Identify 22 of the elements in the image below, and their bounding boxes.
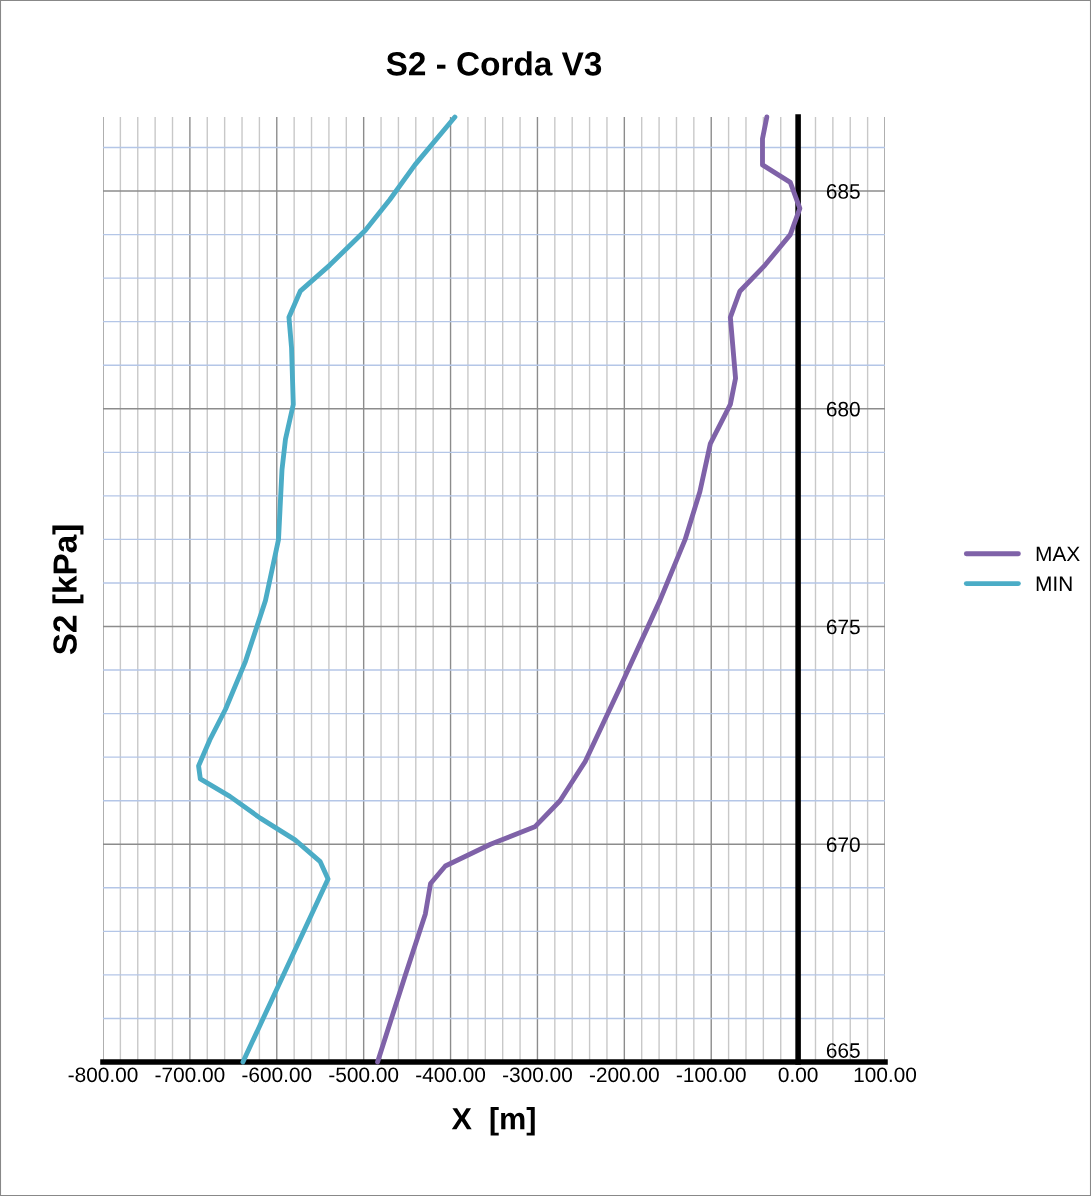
x-tick-label: -400.00 bbox=[416, 1067, 486, 1083]
line-series bbox=[196, 114, 458, 1065]
x-tick-label: -700.00 bbox=[155, 1067, 225, 1083]
x-tick-label: 100.00 bbox=[854, 1067, 917, 1083]
x-tick-label: 0.00 bbox=[778, 1067, 818, 1083]
x-tick-label: -200.00 bbox=[589, 1067, 659, 1083]
legend-label: MAX bbox=[1036, 546, 1080, 562]
x-tick-label: -800.00 bbox=[68, 1067, 138, 1083]
y-axis-title: S2 [kPa] bbox=[52, 525, 84, 655]
y-tick-label: 680 bbox=[826, 401, 860, 417]
x-tick-label: -300.00 bbox=[503, 1067, 572, 1083]
legend-label: MIN bbox=[1036, 576, 1072, 591]
x-tick-label: -500.00 bbox=[329, 1067, 399, 1083]
x-tick-label: -100.00 bbox=[676, 1067, 746, 1083]
x-tick-label: -600.00 bbox=[242, 1067, 312, 1083]
line-series bbox=[375, 114, 803, 1065]
x-axis-title: X [m] bbox=[451, 1107, 535, 1136]
y-tick-label: 685 bbox=[826, 184, 860, 199]
y-tick-label: 665 bbox=[826, 1043, 860, 1058]
y-tick-label: 670 bbox=[826, 837, 860, 853]
y-tick-label: 675 bbox=[826, 619, 860, 635]
chart-title: S2 - Corda V3 bbox=[386, 51, 602, 76]
